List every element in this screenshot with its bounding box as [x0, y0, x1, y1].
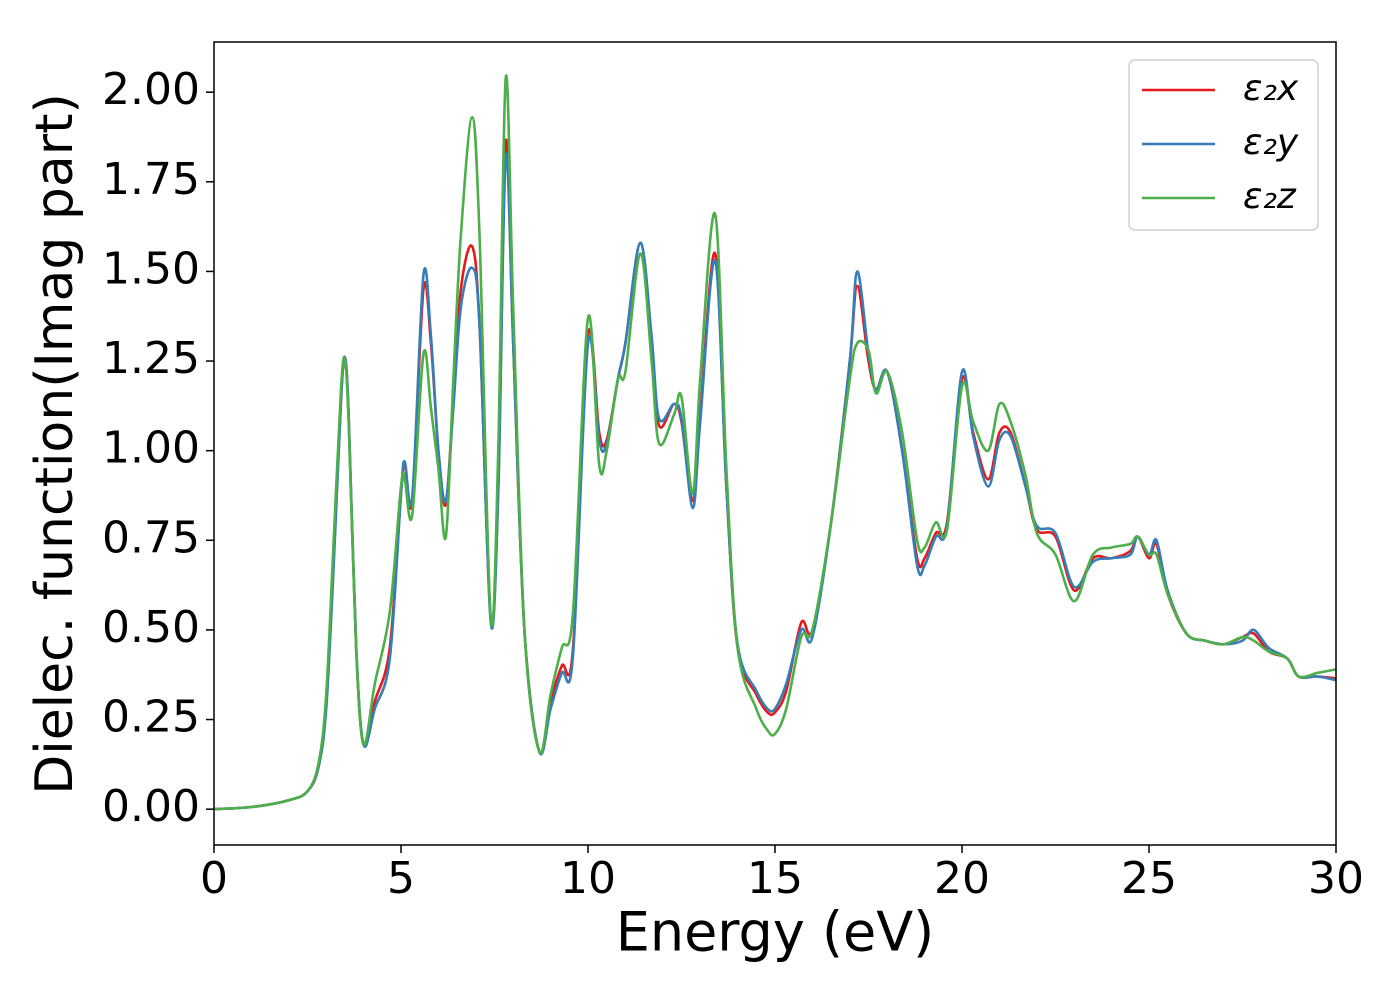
x-tick-label: 5	[387, 853, 415, 904]
y-axis-label: Dielec. function(Imag part)	[25, 93, 85, 795]
series-line	[214, 74, 1336, 811]
x-tick-label: 15	[747, 853, 803, 904]
y-tick-label: 0.25	[102, 692, 200, 743]
legend-label: ε₂z	[1243, 176, 1297, 217]
plot-frame	[213, 41, 1337, 846]
legend-label: ε₂x	[1243, 68, 1299, 109]
y-tick-label: 1.25	[102, 333, 200, 384]
y-tick-label: 0.00	[102, 781, 200, 832]
x-tick-label: 30	[1308, 853, 1364, 904]
x-tick-label: 10	[560, 853, 616, 904]
y-tick-label: 1.00	[102, 423, 200, 474]
x-axis-label: Energy (eV)	[616, 901, 935, 964]
series-line	[214, 152, 1336, 811]
x-tick-label: 25	[1121, 853, 1177, 904]
plot-lines	[214, 74, 1336, 811]
legend-box	[1128, 59, 1319, 231]
y-tick-label: 0.50	[102, 602, 200, 653]
x-tick-label: 0	[200, 853, 228, 904]
y-tick-label: 2.00	[102, 64, 200, 115]
y-tick-label: 0.75	[102, 512, 200, 563]
x-tick-label: 20	[934, 853, 990, 904]
y-tick-label: 1.50	[102, 243, 200, 294]
y-tick-label: 1.75	[102, 154, 200, 205]
legend-label: ε₂y	[1243, 122, 1299, 163]
